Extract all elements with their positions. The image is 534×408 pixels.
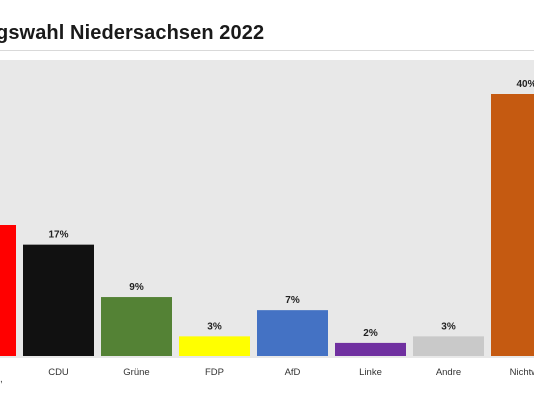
value-label-nichtw: 40% (516, 79, 534, 90)
value-label-fdp: 3% (207, 321, 222, 332)
bar-cdu (23, 244, 94, 356)
title-divider (0, 50, 534, 51)
bar-linke (335, 342, 406, 356)
category-label-cdu: CDU (48, 367, 69, 378)
bar-gr-ne (101, 297, 172, 356)
chart-title: gswahl Niedersachsen 2022 (0, 22, 265, 44)
value-label-afd: 7% (285, 295, 300, 306)
bar-andre (413, 336, 484, 356)
category-label-nichtw: Nichtwä (510, 367, 534, 378)
value-label-cdu: 17% (48, 230, 68, 241)
value-label-andre: 3% (441, 321, 456, 332)
value-label-linke: 2% (363, 328, 378, 339)
category-label-gr-ne: Grüne (123, 367, 149, 378)
value-label-gr-ne: 9% (129, 282, 144, 293)
bar-nichtw (491, 94, 534, 356)
category-label-andre: Andre (436, 367, 461, 378)
category-label-afd: AfD (285, 367, 301, 378)
bar-fdp (179, 336, 250, 356)
source-fragment: , (0, 374, 3, 385)
category-label-fdp: FDP (205, 367, 224, 378)
bar-series-0 (0, 225, 16, 356)
bar-afd (257, 310, 328, 356)
category-label-linke: Linke (359, 367, 382, 378)
